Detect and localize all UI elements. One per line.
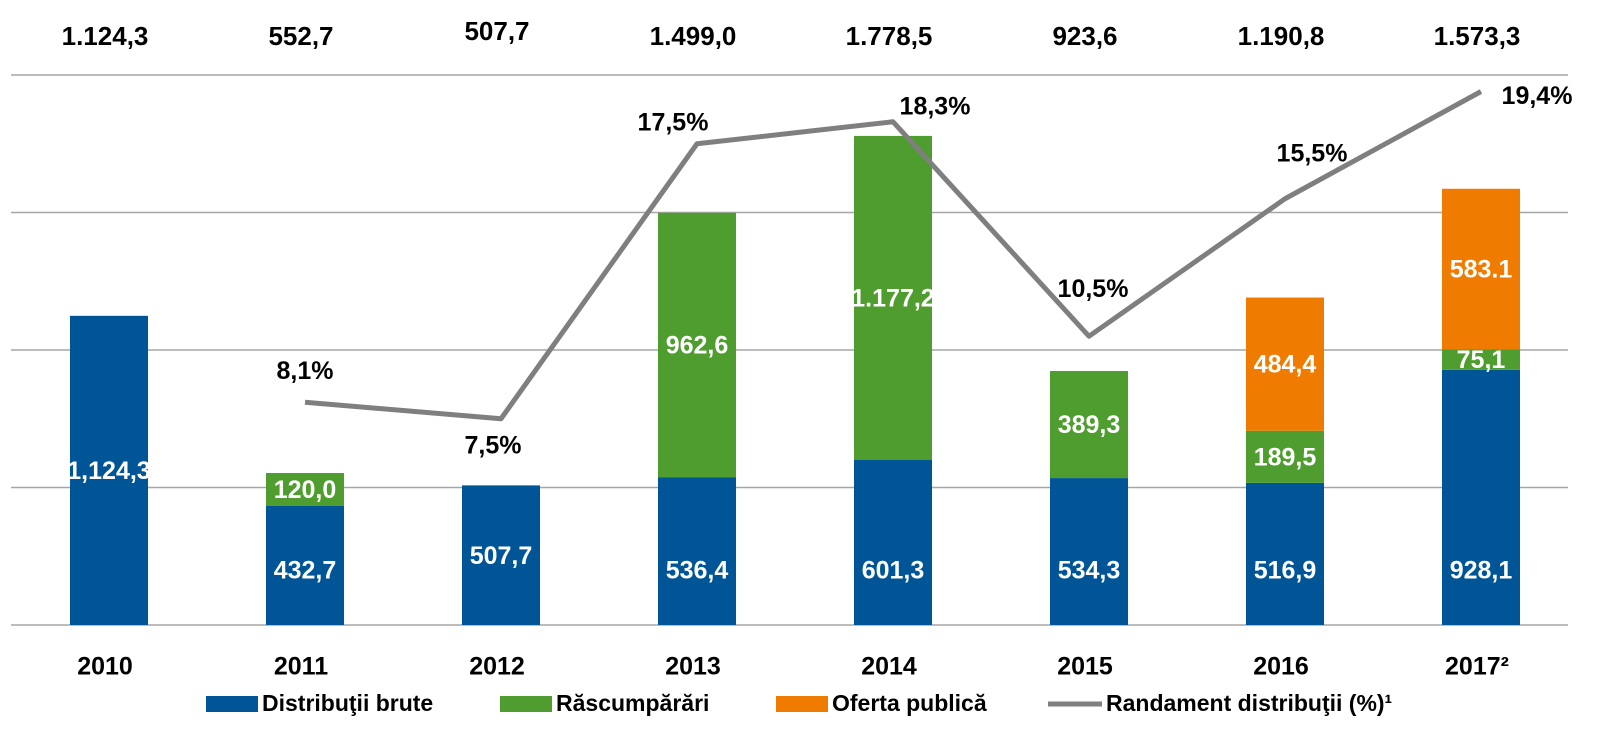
total-label: 1.499,0 (650, 21, 737, 51)
legend-label: Randament distribuţii (%)¹ (1106, 690, 1392, 716)
bar-segment (462, 485, 540, 625)
legend-swatch (206, 696, 258, 712)
x-tick-label: 2017² (1445, 653, 1509, 681)
bar-segment (1050, 371, 1128, 479)
x-tick-label: 2013 (665, 653, 721, 681)
bar-value-label: 484,4 (1254, 351, 1317, 379)
bar-segment (1246, 482, 1324, 625)
bar-segment (658, 477, 736, 625)
legend-label: Distribuţii brute (262, 690, 433, 716)
total-label: 1.573,3 (1434, 21, 1521, 51)
bar-value-label: 516,9 (1254, 557, 1317, 585)
total-label: 507,7 (464, 16, 529, 46)
total-label: 923,6 (1052, 21, 1117, 51)
bar-segment (1246, 430, 1324, 483)
bar-value-label: 1,124,3 (67, 457, 150, 485)
total-label: 1.778,5 (846, 21, 933, 51)
bar-segment (1442, 369, 1520, 625)
bar-value-label: 75,1 (1457, 346, 1506, 374)
total-label: 1.124,3 (62, 21, 149, 51)
bar-value-label: 189,5 (1254, 443, 1317, 471)
bar-segment (1442, 188, 1520, 350)
x-tick-label: 2014 (861, 653, 917, 681)
x-tick-label: 2015 (1057, 653, 1113, 681)
legend-label: Oferta publică (832, 690, 987, 716)
bar-segment (658, 212, 736, 478)
bar-value-label: 962,6 (666, 332, 729, 360)
line-value-label: 8,1% (277, 357, 334, 385)
x-tick-label: 2012 (469, 653, 525, 681)
bar-segment (854, 135, 932, 460)
legend-swatch (500, 696, 552, 712)
bar-value-label: 601,3 (862, 557, 925, 585)
bar-segment (1442, 349, 1520, 370)
bar-value-label: 507,7 (470, 542, 533, 570)
legend-swatch (776, 696, 828, 712)
bar-value-label: 120,0 (274, 476, 337, 504)
bar-value-label: 1.177,2 (851, 284, 934, 312)
bar-segment (70, 315, 148, 625)
bar-value-label: 432,7 (274, 557, 337, 585)
bar-value-label: 536,4 (666, 557, 729, 585)
x-tick-label: 2011 (274, 653, 328, 681)
bar-value-label: 389,3 (1058, 411, 1121, 439)
line-series (304, 89, 1483, 422)
line-value-label: 7,5% (465, 431, 522, 459)
x-tick-label: 2016 (1253, 653, 1309, 681)
line-value-label: 17,5% (638, 108, 709, 136)
bar-segment (1050, 478, 1128, 625)
x-tick-label: 2010 (77, 653, 133, 681)
line-value-label: 15,5% (1277, 139, 1348, 167)
bar-segment (266, 506, 344, 625)
legend-label: Răscumpărări (556, 690, 709, 716)
bar-segment (854, 459, 932, 625)
line-value-label: 19,4% (1502, 82, 1573, 110)
total-label: 1.190,8 (1238, 21, 1325, 51)
bar-segment (266, 473, 344, 507)
total-label: 552,7 (268, 21, 333, 51)
line-value-label: 10,5% (1058, 275, 1129, 303)
line-value-label: 18,3% (900, 92, 971, 120)
bar-value-label: 928,1 (1450, 557, 1513, 585)
bar-value-label: 534,3 (1058, 557, 1121, 585)
bar-segment (1246, 297, 1324, 431)
bar-value-label: 583.1 (1450, 256, 1513, 284)
